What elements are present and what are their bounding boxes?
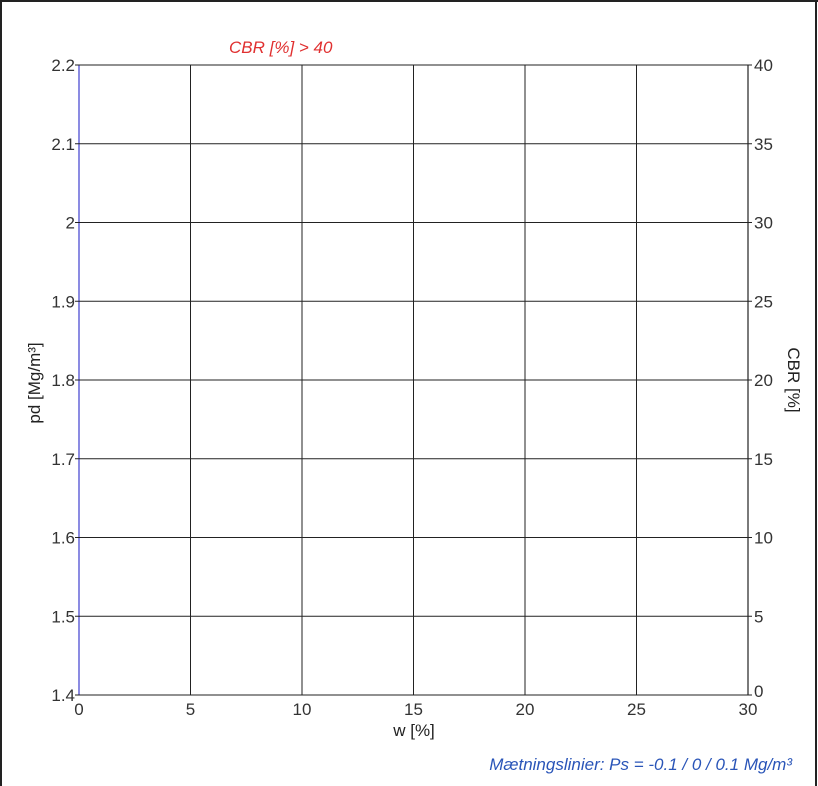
y-axis-label: pd [Mg/m³] — [25, 342, 44, 423]
y-tick-label-3: 1.7 — [51, 450, 75, 469]
x-tick-label-15: 15 — [404, 700, 423, 719]
y-tick-label-2: 1.6 — [51, 529, 75, 548]
x-tick-label-25: 25 — [627, 700, 646, 719]
y-tick-label-1: 1.5 — [51, 607, 75, 626]
x-tick-label-10: 10 — [293, 700, 312, 719]
x-axis-label: w [%] — [392, 721, 435, 740]
x-tick-label-0: 0 — [74, 700, 83, 719]
y2-axis-label: CBR [%] — [784, 347, 803, 412]
x-tick-label-5: 5 — [186, 700, 195, 719]
y-tick-label-7: 2.1 — [51, 135, 75, 154]
y2-tick-label-25: 25 — [754, 292, 773, 311]
y-tick-label-5: 1.9 — [51, 292, 75, 311]
y-tick-label-0: 1.4 — [51, 686, 75, 705]
y2-tick-label-15: 15 — [754, 450, 773, 469]
y2-tick-labels: 0 5 10 15 20 25 30 35 40 — [754, 56, 773, 701]
x-tick-label-20: 20 — [516, 700, 535, 719]
x-tick-labels: 0 5 10 15 20 25 30 — [74, 700, 757, 719]
y-tick-labels: 1.4 1.5 1.6 1.7 1.8 1.9 2 2.1 2.2 — [51, 56, 75, 705]
y2-tick-label-40: 40 — [754, 56, 773, 75]
y2-tick-label-35: 35 — [754, 135, 773, 154]
y2-tick-label-0: 0 — [754, 682, 763, 701]
grid-lines — [75, 64, 752, 696]
x-tick-label-30: 30 — [739, 700, 758, 719]
y-tick-label-8: 2.2 — [51, 56, 75, 75]
saturation-annotation: Mætningslinier: Ps = -0.1 / 0 / 0.1 Mg/m… — [489, 755, 793, 774]
y2-tick-label-5: 5 — [754, 607, 763, 626]
y2-tick-label-20: 20 — [754, 371, 773, 390]
y-tick-label-6: 2 — [66, 214, 75, 233]
cbr-annotation: CBR [%] > 40 — [229, 38, 333, 57]
y2-tick-label-10: 10 — [754, 529, 773, 548]
y2-tick-label-30: 30 — [754, 214, 773, 233]
y-tick-label-4: 1.8 — [51, 371, 75, 390]
